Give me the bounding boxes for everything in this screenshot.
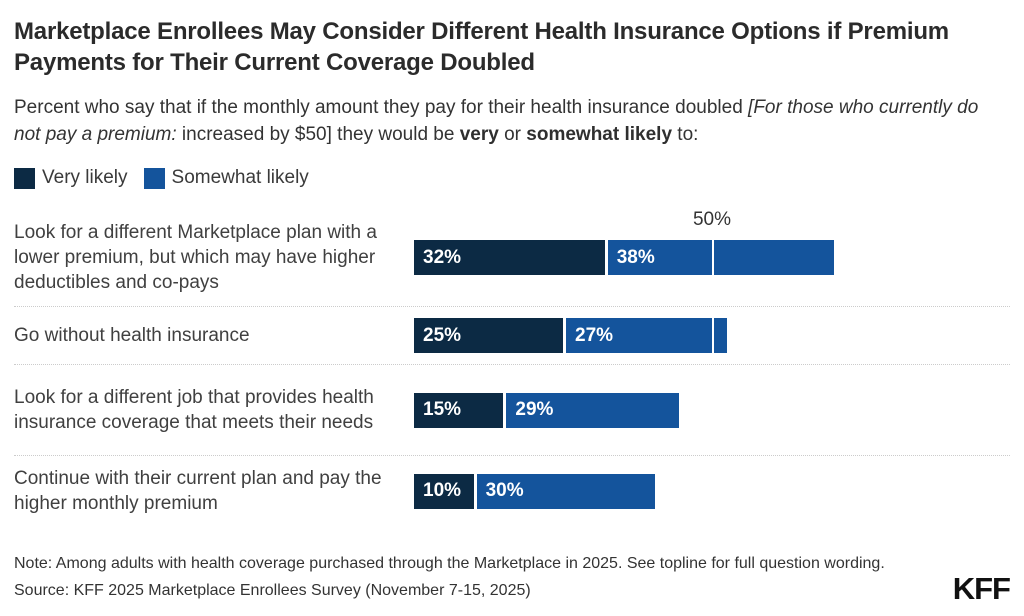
bar-value-label: 15% bbox=[423, 399, 462, 420]
bar-chart: 50% Look for a different Marketplace pla… bbox=[14, 209, 1010, 526]
gridline-50-tick bbox=[712, 392, 714, 428]
bar-segment-very-likely: 32% bbox=[414, 240, 605, 275]
subtitle-text: or bbox=[498, 124, 527, 145]
bar-group: 25% 27% bbox=[414, 318, 1010, 353]
legend-label: Very likely bbox=[42, 167, 128, 188]
bar-segment-somewhat-likely: 29% bbox=[506, 392, 680, 428]
bar-group: 32% 38% bbox=[414, 240, 1010, 275]
bar-group: 15% 29% bbox=[414, 392, 1010, 428]
subtitle-text: increased by $50] they would be bbox=[176, 124, 460, 145]
subtitle-text: Percent who say that if the monthly amou… bbox=[14, 97, 749, 118]
bar-segment-somewhat-likely: 38% bbox=[607, 240, 835, 275]
chart-title: Marketplace Enrollees May Consider Diffe… bbox=[14, 18, 949, 76]
bar-segment-very-likely: 15% bbox=[414, 392, 504, 428]
bar-group: 10% 30% bbox=[414, 473, 1010, 509]
subtitle-italic-text: [For those who currently do not pay a pr… bbox=[14, 97, 979, 145]
chart-row: Look for a different job that provides h… bbox=[14, 364, 1010, 455]
axis-marker-label: 50% bbox=[692, 209, 732, 230]
chart-footer: Note: Among adults with health coverage … bbox=[14, 550, 1011, 606]
legend-label: Somewhat likely bbox=[171, 167, 309, 188]
legend: Very likely Somewhat likely bbox=[14, 167, 1010, 189]
note-text: Note: Among adults with health coverage … bbox=[14, 555, 885, 572]
category-label: Look for a different job that provides h… bbox=[14, 387, 374, 433]
legend-swatch bbox=[143, 167, 165, 189]
bar-value-label: 25% bbox=[423, 324, 462, 346]
subtitle-bold-very: very bbox=[459, 124, 499, 145]
subtitle-text: to: bbox=[672, 124, 699, 145]
legend-swatch bbox=[14, 167, 35, 189]
source-text: Source: KFF 2025 Marketplace Enrollees S… bbox=[14, 582, 531, 599]
bar-value-label: 10% bbox=[423, 480, 462, 501]
bar-segment-somewhat-likely: 27% bbox=[566, 318, 727, 353]
kff-logo: KFF bbox=[952, 571, 1011, 606]
gridline-50-tick bbox=[712, 318, 714, 353]
category-label: Continue with their current plan and pay… bbox=[14, 468, 382, 514]
bar-value-label: 32% bbox=[423, 246, 462, 268]
bar-segment-somewhat-likely: 30% bbox=[476, 473, 656, 509]
bar-value-label: 27% bbox=[575, 324, 614, 346]
chart-row: Look for a different Marketplace plan wi… bbox=[14, 213, 1010, 306]
bar-segment-very-likely: 10% bbox=[414, 473, 474, 509]
gridline-50-tick bbox=[712, 473, 714, 509]
subtitle-bold-somewhat: somewhat likely bbox=[526, 124, 673, 145]
legend-item-very-likely: Very likely bbox=[14, 167, 128, 189]
chart-subtitle: Percent who say that if the monthly amou… bbox=[14, 94, 1004, 148]
bar-value-label: 38% bbox=[616, 246, 655, 268]
bar-value-label: 29% bbox=[515, 399, 554, 420]
category-label: Go without health insurance bbox=[14, 325, 250, 346]
category-label: Look for a different Marketplace plan wi… bbox=[14, 222, 377, 293]
footnotes: Note: Among adults with health coverage … bbox=[14, 550, 885, 604]
gridline-50-tick bbox=[712, 240, 714, 275]
legend-item-somewhat-likely: Somewhat likely bbox=[143, 167, 309, 189]
bar-segment-very-likely: 25% bbox=[414, 318, 563, 353]
chart-row: Continue with their current plan and pay… bbox=[14, 455, 1010, 526]
chart-row: Go without health insurance 25% 27% bbox=[14, 306, 1010, 364]
bar-value-label: 30% bbox=[485, 480, 524, 501]
